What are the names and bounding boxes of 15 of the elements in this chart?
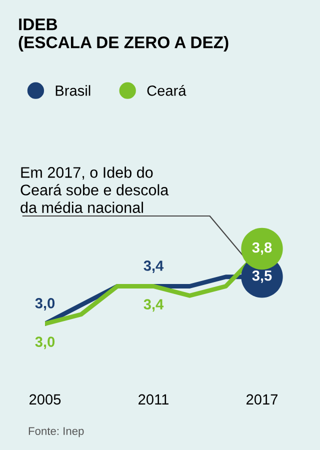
legend-label: Ceará (147, 84, 186, 96)
x-tick-label: 2011 (138, 394, 168, 405)
chart-subtitle: (ESCALA DE ZERO A DEZ) (18, 36, 228, 52)
data-label: 3,0 (35, 298, 55, 310)
data-label: 3,4 (144, 260, 164, 273)
annotation: Em 2017, o Ideb do Ceará sobe e descola da média nacional (20, 166, 169, 213)
source-note: Fonte: Inep (28, 427, 84, 438)
data-label: 3,4 (144, 299, 164, 312)
data-label: 3,0 (35, 336, 55, 350)
chart-title: IDEB (19, 18, 58, 30)
data-label: 3,8 (252, 242, 272, 255)
legend-label: Brasil (56, 85, 90, 96)
x-tick-label: 2017 (246, 394, 278, 405)
x-tick-label: 2005 (30, 394, 61, 405)
data-label: 3,5 (252, 270, 272, 283)
